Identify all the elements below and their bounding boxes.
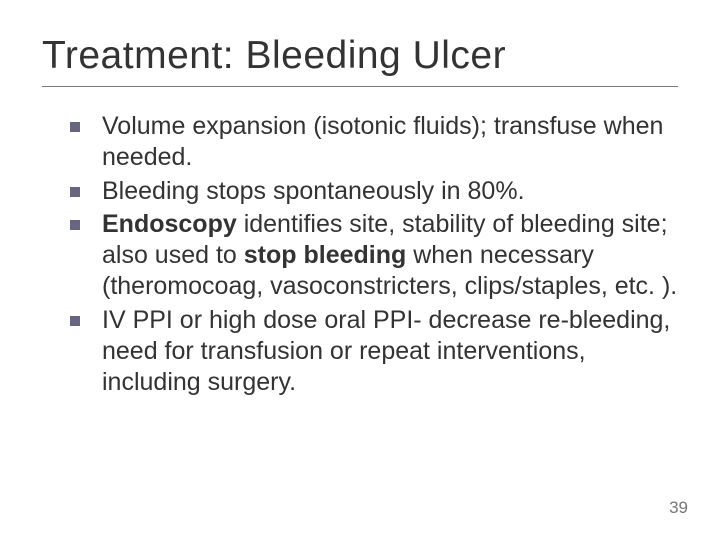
bullet-text: Endoscopy identifies site, stability of …	[102, 209, 678, 303]
bullet-list: Volume expansion (isotonic fluids); tran…	[42, 111, 678, 398]
bullet-text: Volume expansion (isotonic fluids); tran…	[102, 111, 678, 174]
bullet-text: Bleeding stops spontaneously in 80%.	[102, 176, 678, 207]
bullet-icon	[70, 122, 80, 132]
bullet-text: IV PPI or high dose oral PPI- decrease r…	[102, 305, 678, 399]
bullet-icon	[70, 187, 80, 197]
list-item: IV PPI or high dose oral PPI- decrease r…	[70, 305, 678, 399]
title-divider	[42, 86, 678, 87]
list-item: Bleeding stops spontaneously in 80%.	[70, 176, 678, 207]
page-number: 39	[669, 498, 688, 518]
list-item: Endoscopy identifies site, stability of …	[70, 209, 678, 303]
slide-title: Treatment: Bleeding Ulcer	[42, 34, 678, 78]
slide: Treatment: Bleeding Ulcer Volume expansi…	[0, 0, 720, 540]
list-item: Volume expansion (isotonic fluids); tran…	[70, 111, 678, 174]
bullet-icon	[70, 316, 80, 326]
bullet-icon	[70, 220, 80, 230]
